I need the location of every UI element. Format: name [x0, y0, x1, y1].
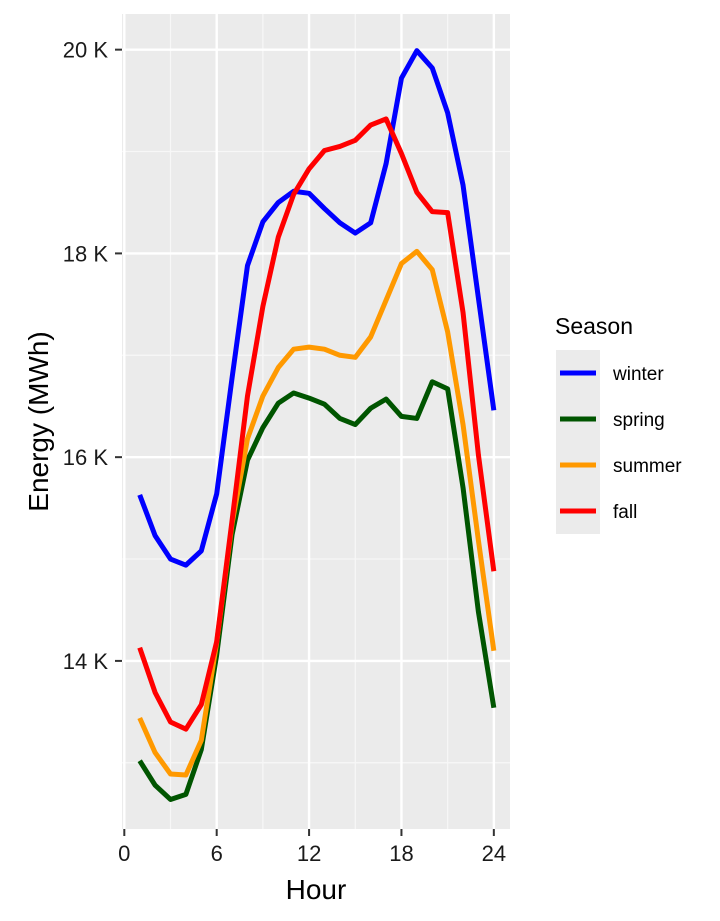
x-tick-label: 24	[482, 841, 506, 866]
x-tick-label: 6	[211, 841, 223, 866]
x-tick-label: 0	[118, 841, 130, 866]
series-line-summer	[137, 248, 497, 778]
x-tick-label: 12	[297, 841, 321, 866]
y-tick-label: 20 K	[63, 38, 109, 63]
legend: Season winter spring summer fall	[555, 313, 682, 534]
legend-items: winter spring summer fall	[560, 364, 682, 523]
legend-label-winter: winter	[612, 364, 664, 385]
axis-ticks	[115, 48, 495, 836]
legend-title: Season	[555, 313, 633, 339]
legend-label-fall: fall	[613, 502, 637, 523]
y-tick-label: 18 K	[63, 241, 109, 266]
x-axis-tick-labels: 0 6 12 18 24	[118, 841, 506, 866]
series-line-spring	[137, 379, 497, 802]
x-axis-title: Hour	[286, 874, 347, 905]
legend-label-spring: spring	[613, 410, 665, 431]
legend-key-background	[556, 350, 600, 534]
y-tick-label: 14 K	[63, 649, 109, 674]
x-tick-label: 18	[389, 841, 413, 866]
plot-panel	[122, 14, 510, 829]
y-tick-label: 16 K	[63, 445, 109, 470]
y-axis-tick-labels: 14 K 16 K 18 K 20 K	[63, 38, 109, 674]
series-line-winter	[137, 48, 497, 568]
major-grid	[122, 14, 510, 829]
series-lines	[137, 48, 497, 802]
series-line-fall	[137, 116, 497, 732]
y-axis-title: Energy (MWh)	[23, 331, 54, 511]
legend-label-summer: summer	[613, 456, 682, 477]
